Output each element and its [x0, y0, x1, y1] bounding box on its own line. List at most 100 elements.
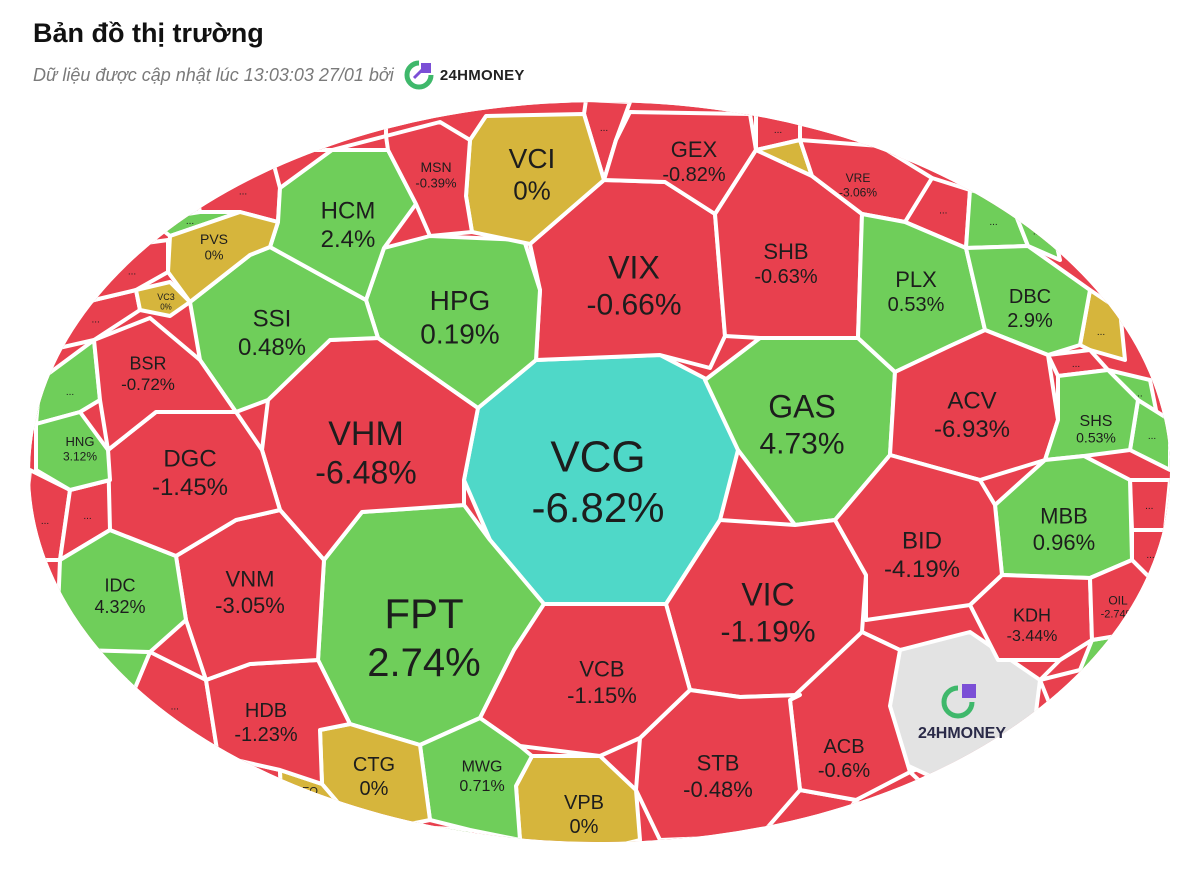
- ticker-label-vhm: VHM: [328, 415, 404, 453]
- small-cell-label: ...: [774, 125, 782, 136]
- ticker-label-ctg: CTG: [353, 754, 395, 776]
- change-label-hpg: 0.19%: [420, 318, 499, 349]
- small-cell-label: ...: [370, 838, 378, 849]
- cell-gex[interactable]: [602, 110, 758, 216]
- small-cell[interactable]: [344, 810, 402, 870]
- ticker-label-hng: HNG: [66, 434, 95, 449]
- ticker-label-msn: MSN: [420, 159, 451, 175]
- small-cell-label: ...: [431, 845, 439, 856]
- ticker-label-hpg: HPG: [430, 285, 491, 316]
- ticker-label-acv: ACV: [947, 387, 996, 414]
- ticker-label-vix: VIX: [608, 250, 660, 286]
- ticker-label-vic: VIC: [741, 577, 794, 613]
- small-cell-label: ...: [1103, 662, 1111, 673]
- brand[interactable]: 24HMONEY: [404, 60, 525, 90]
- small-cell-label: ...: [248, 785, 256, 796]
- cell-msn[interactable]: [384, 120, 474, 238]
- small-cell-label: ...: [1097, 327, 1105, 338]
- ticker-label-bid: BID: [902, 527, 942, 554]
- small-cell-label: ...: [498, 854, 506, 865]
- 24hmoney-logo-icon: [404, 60, 434, 90]
- change-label-vcg: -6.82%: [531, 484, 664, 531]
- ticker-label-bsr: BSR: [129, 353, 166, 373]
- center-logo: 24HMONEY: [918, 684, 1006, 742]
- ticker-label-ssi: SSI: [253, 305, 292, 332]
- ticker-label-mbb: MBB: [1040, 504, 1088, 529]
- change-label-bsr: -0.72%: [121, 375, 175, 394]
- small-cell-label: ...: [83, 511, 91, 522]
- cell-mwg[interactable]: [418, 716, 534, 842]
- ticker-label-vcb: VCB: [579, 657, 624, 682]
- small-cell-label: ...: [41, 516, 49, 527]
- small-cell-label: ...: [780, 155, 788, 166]
- small-cell[interactable]: [1038, 668, 1102, 732]
- small-cell-label: ...: [939, 206, 947, 217]
- change-label-pvs: 0%: [205, 248, 224, 263]
- small-cell-label: ...: [1145, 501, 1153, 512]
- change-label-acb: -0.6%: [818, 760, 870, 782]
- change-label-dbc: 2.9%: [1007, 310, 1053, 332]
- small-cell[interactable]: [658, 834, 762, 870]
- cell-pvs[interactable]: [166, 210, 280, 304]
- change-label-mbb: 0.96%: [1033, 530, 1095, 555]
- change-label-mwg: 0.71%: [459, 778, 504, 795]
- ticker-label-vci: VCI: [509, 143, 556, 174]
- update-info: Dữ liệu được cập nhật lúc 13:03:03 27/01…: [33, 60, 525, 90]
- ticker-label-mwg: MWG: [462, 759, 503, 776]
- small-cell[interactable]: [398, 824, 472, 870]
- small-cell-label: ...: [989, 217, 997, 228]
- cell-vc3[interactable]: [134, 280, 192, 318]
- center-brand-text: 24HMONEY: [918, 725, 1006, 742]
- cell-vpb[interactable]: [514, 754, 642, 860]
- change-label-fpt: 2.74%: [367, 641, 480, 685]
- small-cell-label: ...: [91, 314, 99, 325]
- small-cell-label: ...: [1066, 691, 1074, 702]
- small-cell-label: ...: [1033, 226, 1041, 237]
- cell-hng[interactable]: [34, 410, 112, 492]
- change-label-kdh: -3.44%: [1007, 628, 1058, 645]
- ticker-label-vre: VRE: [846, 171, 871, 185]
- small-cell-label: ...: [805, 815, 813, 826]
- ticker-label-kdh: KDH: [1013, 606, 1051, 626]
- ticker-label-shs: SHS: [1080, 413, 1113, 430]
- ticker-label-stb: STB: [697, 751, 740, 776]
- change-label-stb: -0.48%: [683, 777, 753, 802]
- small-cell-label: ...: [892, 797, 900, 808]
- change-label-vpb: 0%: [570, 816, 599, 838]
- change-label-vc3: 0%: [160, 302, 172, 311]
- small-cell-label: ...: [1134, 389, 1142, 400]
- ticker-label-vc3: VC3: [157, 292, 175, 302]
- change-label-vic: -1.19%: [720, 616, 815, 649]
- change-label-msn: -0.39%: [415, 176, 457, 191]
- small-cell-label: ...: [600, 123, 608, 134]
- cell-bsr[interactable]: [92, 316, 238, 452]
- header: Bản đồ thị trường: [33, 18, 264, 49]
- small-cell-label: ...: [66, 387, 74, 398]
- ticker-label-plx: PLX: [895, 267, 937, 292]
- small-cell-label: ...: [706, 850, 714, 861]
- small-cell[interactable]: [94, 648, 152, 702]
- change-label-oil: -2.74%: [1101, 609, 1136, 621]
- small-cell-label: ...: [337, 128, 345, 139]
- small-cell-label: ...: [1072, 359, 1080, 370]
- change-label-acv: -6.93%: [934, 416, 1010, 443]
- brand-name: 24HMONEY: [439, 66, 525, 84]
- ticker-label-vpb: VPB: [564, 792, 604, 814]
- update-timestamp: Dữ liệu được cập nhật lúc 13:03:03 27/01…: [33, 64, 394, 85]
- small-cell-label: ...: [186, 216, 194, 227]
- ticker-label-dgc: DGC: [163, 445, 216, 472]
- page-title: Bản đồ thị trường: [33, 18, 264, 48]
- ticker-label-hcm: HCM: [321, 197, 376, 224]
- ticker-label-hdb: HDB: [245, 700, 287, 722]
- cell-oil[interactable]: [1088, 558, 1170, 642]
- change-label-gas: 4.73%: [759, 428, 844, 461]
- small-cell[interactable]: [34, 338, 102, 426]
- change-label-vix: -0.66%: [586, 289, 681, 322]
- change-label-ssi: 0.48%: [238, 334, 306, 361]
- change-label-hdb: -1.23%: [234, 724, 298, 746]
- cell-stb[interactable]: [634, 688, 802, 842]
- cell-shs[interactable]: [1043, 368, 1140, 462]
- cell-acb[interactable]: [788, 630, 912, 802]
- ticker-label-shb: SHB: [763, 239, 808, 264]
